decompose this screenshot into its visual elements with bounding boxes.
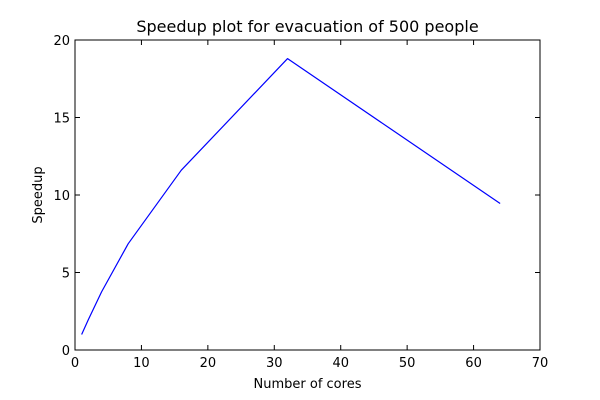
- y-tick-label: 15: [53, 112, 70, 127]
- y-axis-label: Speedup: [31, 166, 46, 223]
- x-axis-label: Number of cores: [254, 377, 362, 392]
- x-tick-label: 0: [71, 356, 79, 371]
- x-tick-label: 60: [465, 356, 482, 371]
- x-tick-label: 50: [399, 356, 416, 371]
- speedup-series-line: [81, 57, 501, 335]
- x-tick-label: 70: [532, 356, 549, 371]
- chart-title: Speedup plot for evacuation of 500 peopl…: [136, 17, 478, 36]
- x-tick-label: 30: [266, 356, 283, 371]
- plot-frame: [74, 39, 541, 351]
- y-tick-label: 0: [62, 344, 70, 359]
- x-tick-label: 20: [200, 356, 217, 371]
- y-tick-label: 10: [53, 189, 70, 204]
- plot-area: 0 10 20 30 40 50 60 70 0 5 10 15 20: [53, 34, 548, 371]
- y-tick-label: 20: [53, 34, 70, 49]
- x-tick-label: 40: [332, 356, 349, 371]
- x-tick-label: 10: [133, 356, 150, 371]
- y-tick-label: 5: [62, 267, 70, 282]
